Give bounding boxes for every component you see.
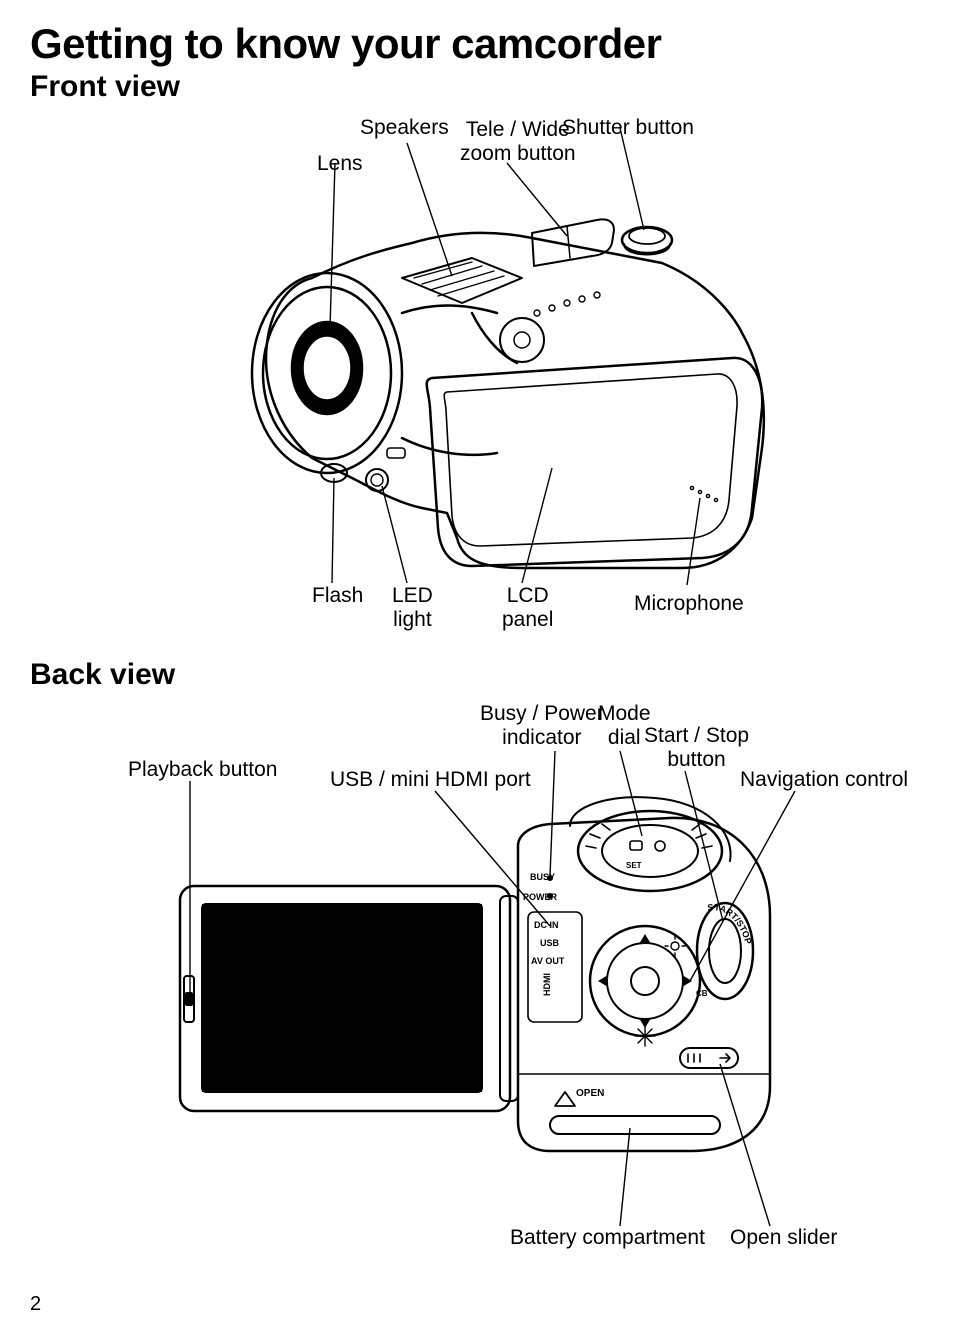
page-title: Getting to know your camcorder bbox=[30, 20, 924, 68]
label-mode: Mode dial bbox=[598, 702, 651, 750]
front-leaders bbox=[102, 108, 852, 628]
label-flash: Flash bbox=[312, 584, 363, 608]
back-view-heading: Back view bbox=[30, 658, 924, 692]
back-view-diagram: BUSY POWER DC IN USB AV OUT HDMI OPEN CB… bbox=[30, 696, 924, 1256]
label-lens: Lens bbox=[317, 152, 363, 176]
label-lcd: LCD panel bbox=[502, 584, 553, 632]
label-mic: Microphone bbox=[634, 592, 744, 616]
label-tele-wide: Tele / Wide zoom button bbox=[460, 118, 576, 166]
label-usb: USB / mini HDMI port bbox=[330, 768, 531, 792]
label-playback: Playback button bbox=[128, 758, 277, 782]
label-open: Open slider bbox=[730, 1226, 837, 1250]
front-view-heading: Front view bbox=[30, 70, 924, 104]
label-led: LED light bbox=[392, 584, 433, 632]
label-startstop: Start / Stop button bbox=[644, 724, 749, 772]
front-view-diagram: Speakers Tele / Wide zoom button Shutter… bbox=[102, 108, 852, 628]
label-nav: Navigation control bbox=[740, 768, 908, 792]
label-busy: Busy / Power indicator bbox=[480, 702, 604, 750]
page-number: 2 bbox=[30, 1293, 41, 1316]
label-speakers: Speakers bbox=[360, 116, 449, 140]
label-shutter: Shutter button bbox=[562, 116, 694, 140]
label-battery: Battery compartment bbox=[510, 1226, 705, 1250]
